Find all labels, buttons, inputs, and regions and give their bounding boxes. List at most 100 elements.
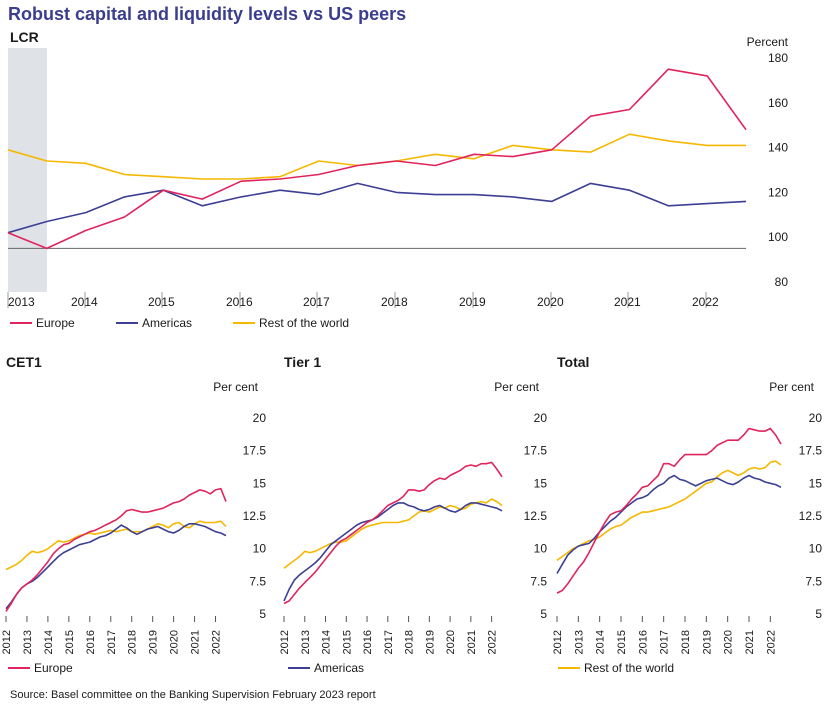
x-tick-label: 2019 [424, 630, 436, 654]
y-tick-label: 7.5 [530, 574, 547, 588]
x-tick-label: 2020 [723, 630, 735, 654]
x-tick-label: 2013 [8, 295, 35, 309]
x-tick-label: 2016 [637, 630, 649, 654]
y-tick-label: 10 [809, 542, 823, 556]
y-tick-label: 12.5 [524, 509, 548, 523]
x-tick-label: 2019 [459, 295, 486, 309]
x-tick-label: 2020 [537, 295, 564, 309]
y-tick-label: 5 [259, 607, 266, 621]
legend-item-rest-of-the-world: Rest of the world [233, 316, 349, 330]
x-tick-label: 2017 [303, 295, 330, 309]
source-note: Source: Basel committee on the Banking S… [10, 689, 376, 701]
series-line-americas [283, 502, 503, 602]
x-tick-label: 2020 [445, 630, 457, 654]
x-tick-label: 2021 [744, 630, 756, 654]
x-tick-label: 2022 [692, 295, 719, 309]
x-tick-label: 2013 [573, 630, 585, 654]
y-tick-label: 10 [534, 542, 548, 556]
x-tick-label: 2015 [616, 630, 628, 654]
x-tick-label: 2014 [595, 630, 607, 654]
series-line-americas [7, 182, 747, 234]
legend-label: Americas [314, 661, 364, 675]
series-line-europe [556, 427, 782, 594]
y-tick-label: 160 [768, 96, 788, 110]
legend-item-americas: Americas [288, 661, 364, 675]
x-tick-label: 2022 [487, 630, 499, 654]
y-tick-label: 17.5 [524, 444, 548, 458]
series-line-europe [5, 487, 227, 612]
y-tick-label: 120 [768, 185, 788, 199]
series-line-europe [7, 68, 747, 250]
x-tick-label: 2014 [71, 295, 98, 309]
y-tick-label: 80 [775, 275, 789, 289]
series-line-americas [5, 522, 227, 610]
y-tick-label: 20 [253, 411, 267, 425]
x-tick-label: 2016 [85, 630, 97, 654]
x-tick-label: 2015 [341, 630, 353, 654]
x-tick-label: 2016 [226, 295, 253, 309]
legend-label: Europe [36, 316, 75, 330]
legend-label: Rest of the world [584, 661, 674, 675]
x-tick-label: 2014 [43, 630, 55, 654]
legend-label: Americas [142, 316, 192, 330]
x-tick-label: 2015 [148, 295, 175, 309]
x-tick-label: 2014 [321, 630, 333, 654]
series-line-europe [283, 461, 503, 605]
y-tick-label: 7.5 [249, 574, 266, 588]
y-tick-label: 140 [768, 141, 788, 155]
x-tick-label: 2018 [381, 295, 408, 309]
y-tick-label: 12.5 [799, 509, 823, 523]
x-tick-label: 2022 [765, 630, 777, 654]
x-tick-label: 2019 [701, 630, 713, 654]
unit-label: Percent [747, 35, 789, 49]
x-tick-label: 2018 [127, 630, 139, 654]
x-tick-label: 2018 [680, 630, 692, 654]
x-tick-label: 2015 [64, 630, 76, 654]
y-tick-label: 20 [534, 411, 548, 425]
y-tick-label: 5 [540, 607, 547, 621]
panel-title: LCR [10, 29, 39, 45]
unit-label: Per cent [769, 380, 814, 394]
y-tick-label: 12.5 [243, 509, 267, 523]
y-tick-label: 15 [534, 476, 548, 490]
chart-panel-total: Total Per cent 5 7.5 10 12.5 15 17.5 20 2012 2013 2… [552, 354, 822, 675]
unit-label: Per cent [494, 380, 539, 394]
series-line-rest-of-the-world [5, 520, 227, 571]
x-tick-label: 2016 [362, 630, 374, 654]
x-tick-label: 2017 [659, 630, 671, 654]
x-tick-label: 2012 [279, 630, 291, 654]
series-line-rest-of-the-world [7, 133, 746, 180]
chart-panel-cet1: CET1 Per cent 5 7.5 10 12.5 15 17.5 20 2012 2013 20… [1, 354, 266, 675]
x-tick-label: 2021 [614, 295, 641, 309]
legend-label: Europe [34, 661, 73, 675]
x-tick-label: 2020 [169, 630, 181, 654]
panel-title: Total [557, 354, 589, 370]
x-tick-label: 2021 [466, 630, 478, 654]
y-tick-label: 5 [815, 607, 822, 621]
chart-panel-lcr: LCR Percent 80 100 120 140 160 180 2013 2014 2015 2… [7, 29, 789, 330]
legend-item-rest-of-the-world: Rest of the world [558, 661, 674, 675]
x-tick-label: 2019 [148, 630, 160, 654]
x-tick-label: 2013 [22, 630, 34, 654]
series-line-rest-of-the-world [556, 460, 782, 562]
y-tick-label: 17.5 [799, 444, 823, 458]
legend-item-europe: Europe [8, 661, 73, 675]
x-tick-label: 2017 [383, 630, 395, 654]
legend-item-europe: Europe [10, 316, 75, 330]
x-tick-label: 2013 [300, 630, 312, 654]
series-line-americas [556, 474, 782, 574]
y-tick-label: 15 [253, 476, 267, 490]
x-tick-label: 2017 [106, 630, 118, 654]
x-tick-label: 2022 [211, 630, 223, 654]
shaded-period [8, 48, 47, 292]
chart-title: Robust capital and liquidity levels vs U… [8, 4, 407, 24]
y-tick-label: 180 [768, 51, 788, 65]
panel-title: Tier 1 [284, 354, 321, 370]
series-line-rest-of-the-world [283, 498, 503, 569]
legend-item-americas: Americas [116, 316, 192, 330]
x-tick-label: 2021 [190, 630, 202, 654]
x-tick-label: 2012 [1, 630, 13, 654]
x-tick-label: 2012 [552, 630, 564, 654]
y-tick-label: 20 [809, 411, 823, 425]
